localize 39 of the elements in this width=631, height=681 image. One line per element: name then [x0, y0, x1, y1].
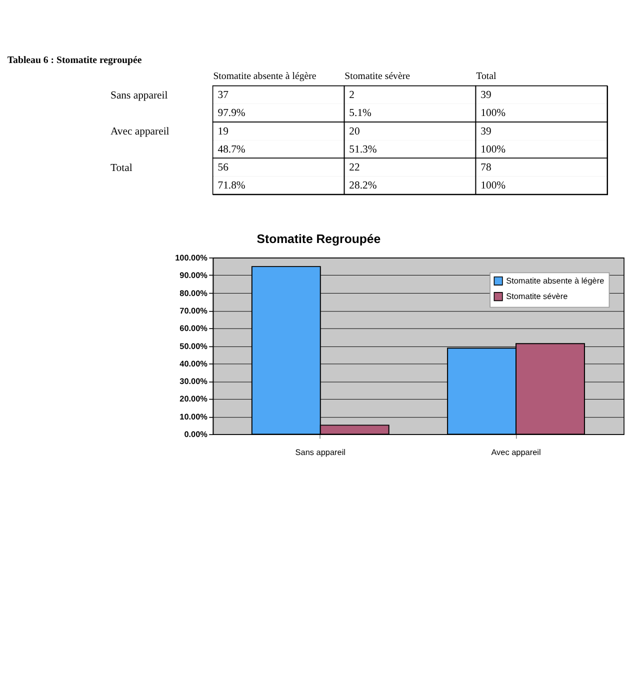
chart-title: Stomatite Regroupée [256, 232, 381, 246]
y-tick-label: 60.00% [180, 324, 208, 334]
y-tick-label: 20.00% [180, 394, 208, 404]
data-label: 19 [218, 125, 228, 138]
data-label: 39 [480, 125, 492, 138]
y-tick-label: 80.00% [180, 288, 208, 298]
y-tick-label: 50.00% [180, 342, 208, 351]
text: Tableau 6 : Stomatite regroupée [7, 54, 142, 66]
x-tick-label: Stomatite absente à légère [213, 70, 317, 82]
legend-label: Stomatite sévère [506, 292, 568, 302]
data-label: 51.3% [349, 143, 377, 156]
data-label: 20 [349, 125, 360, 138]
legend-label: Stomatite absente à légère [506, 276, 605, 286]
data-label: 100% [480, 107, 506, 120]
data-label: 56 [218, 161, 230, 174]
x-tick-label: Stomatite sévère [344, 70, 411, 82]
x-tick-label: Total [476, 70, 496, 82]
data-label: 39 [480, 89, 492, 102]
data-label: 97.9% [218, 107, 246, 120]
y-tick-label: Sans appareil [110, 90, 168, 102]
data-label: 22 [349, 161, 360, 174]
data-label: 37 [218, 89, 230, 102]
data-label: 100% [480, 143, 506, 156]
y-tick-label: 100.00% [175, 253, 208, 262]
data-label: 28.2% [349, 180, 377, 192]
y-tick-label: 10.00% [180, 412, 208, 422]
data-label: 71.8% [218, 180, 246, 192]
y-tick-label: 0.00% [184, 430, 208, 440]
data-label: 78 [480, 161, 492, 174]
y-tick-label: Avec appareil [110, 126, 170, 138]
y-tick-label: 30.00% [180, 377, 208, 386]
data-label: 2 [349, 89, 355, 102]
data-label: 48.7% [218, 143, 246, 156]
y-tick-label: 70.00% [180, 306, 208, 316]
data-label: 5.1% [349, 107, 372, 120]
y-tick-label: Total [110, 162, 132, 174]
y-tick-label: 90.00% [180, 271, 208, 280]
y-tick-label: 40.00% [180, 359, 208, 368]
data-label: 100% [480, 180, 506, 192]
